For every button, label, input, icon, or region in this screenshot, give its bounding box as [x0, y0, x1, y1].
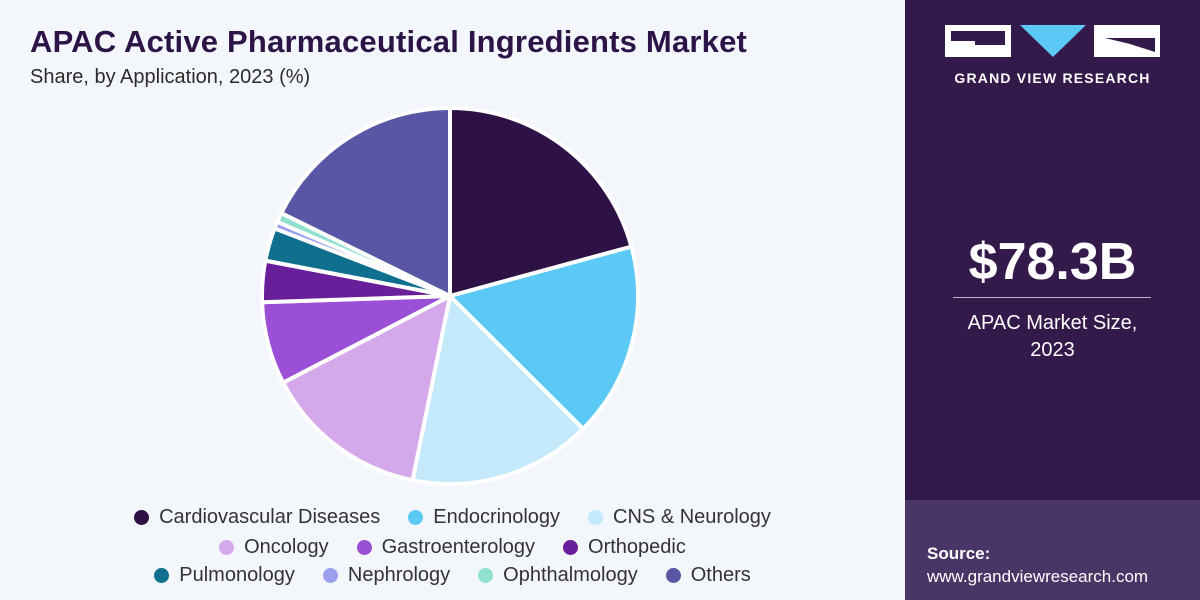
legend-label: Nephrology — [347, 564, 451, 586]
legend-label: Orthopedic — [588, 536, 686, 558]
chart-title: APAC Active Pharmaceutical Ingredients M… — [30, 24, 748, 59]
market-size-label: APAC Market Size, 2023 — [905, 310, 1200, 364]
legend-label: Pulmonology — [179, 564, 295, 586]
pie-slice-cardiovascular-diseases — [448, 106, 634, 298]
legend-label: Ophthalmology — [503, 564, 638, 586]
legend-item: Nephrology — [322, 564, 451, 587]
legend-marker — [154, 568, 170, 583]
legend-label: Others — [690, 564, 751, 586]
legend-row: Cardiovascular Diseases Endocrinology CNS … — [0, 506, 905, 529]
legend-item: Endocrinology — [408, 506, 560, 529]
brand-name: GRAND VIEW RESEARCH — [954, 70, 1151, 86]
legend-marker — [322, 568, 338, 583]
market-size-label-line1: APAC Market Size, — [967, 312, 1138, 334]
legend-marker — [408, 510, 424, 525]
source-link[interactable]: www.grandviewresearch.com — [927, 567, 1149, 586]
legend-row: Oncology Gastroenterology Orthopedic — [0, 536, 905, 559]
legend-item: Ophthalmology — [478, 564, 638, 587]
legend-label: Endocrinology — [433, 506, 561, 528]
legend-item: Oncology — [219, 536, 329, 559]
pie-slice-others — [279, 106, 452, 298]
market-size-label-line2: 2023 — [1030, 339, 1075, 361]
source-label: Source: — [927, 544, 991, 563]
legend-marker — [219, 540, 235, 555]
legend-label: CNS & Neurology — [613, 506, 771, 528]
pie-slice-endocrinology — [448, 244, 640, 431]
chart-subtitle: Share, by Application, 2023 (%) — [30, 66, 311, 88]
brand-logo — [945, 25, 1160, 57]
legend-label: Cardiovascular Diseases — [159, 506, 381, 528]
legend-marker — [588, 510, 604, 525]
legend-marker — [665, 568, 681, 583]
legend-row: Pulmonology Nephrology Ophthalmology Others — [0, 564, 905, 587]
legend-item: Gastroenterology — [356, 536, 536, 559]
legend-label: Gastroenterology — [381, 536, 536, 558]
legend-item: CNS & Neurology — [588, 506, 771, 529]
legend-marker — [134, 510, 150, 525]
legend-item: Orthopedic — [563, 536, 686, 559]
pie-chart — [260, 106, 640, 486]
legend-marker — [478, 568, 494, 583]
pie-slice-oncology — [281, 294, 452, 483]
legend-marker — [563, 540, 579, 555]
sidebar: GRAND VIEW RESEARCH $78.3B APAC Market S… — [905, 0, 1200, 600]
source-box — [905, 500, 1200, 600]
legend-item: Others — [665, 564, 751, 587]
market-size-value: $78.3B — [968, 233, 1137, 291]
legend-marker — [356, 540, 372, 555]
legend-item: Pulmonology — [154, 564, 295, 587]
legend-item: Cardiovascular Diseases — [134, 506, 380, 529]
legend-label: Oncology — [244, 536, 329, 558]
chart-panel: APAC Active Pharmaceutical Ingredients M… — [0, 24, 905, 587]
divider — [953, 297, 1151, 298]
pie-slice-cns-neurology — [410, 294, 586, 486]
